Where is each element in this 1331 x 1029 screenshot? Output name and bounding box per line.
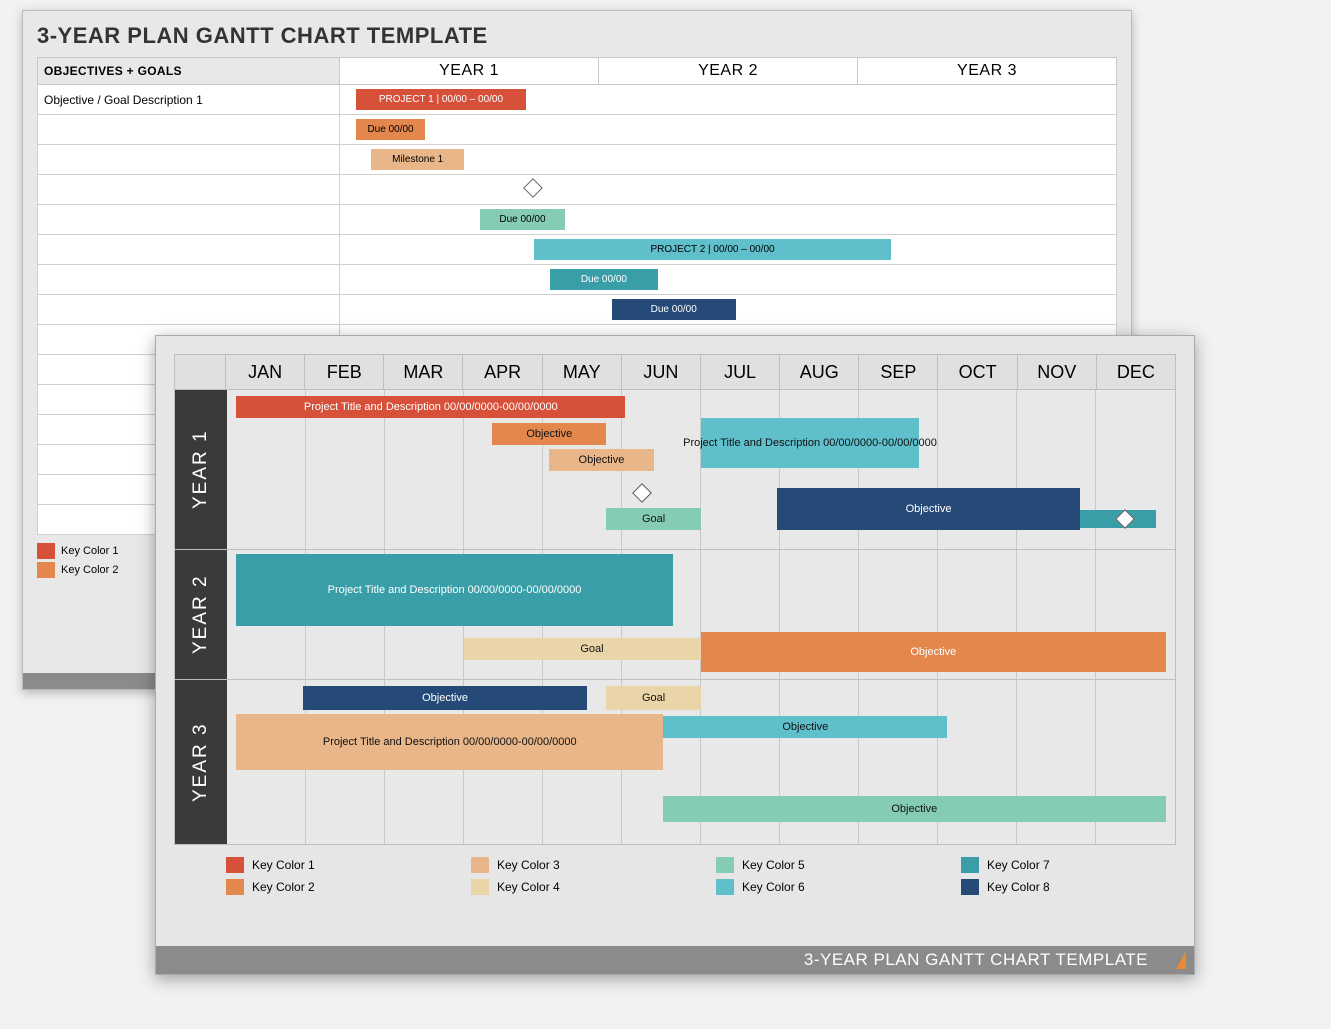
bar-cell: Due 00/00 [340, 205, 1117, 235]
year1-body: Project Title and Description 00/00/0000… [227, 390, 1175, 549]
gantt-bar: Objective [549, 449, 653, 471]
year-label: YEAR 2 [175, 550, 227, 679]
month-header: DEC [1097, 354, 1176, 390]
month-header: JUL [701, 354, 780, 390]
col-year2: YEAR 2 [599, 58, 858, 85]
legend-swatch [716, 857, 734, 873]
bar-cell: Due 00/00 [340, 265, 1117, 295]
year1-block: YEAR 1 Project Title and Description 00/… [174, 390, 1176, 550]
milestone-diamond-icon [632, 483, 652, 503]
year-label: YEAR 3 [175, 680, 227, 844]
legend-item: Key Color 6 [716, 879, 931, 895]
month-header: SEP [859, 354, 938, 390]
year2-block: YEAR 2 Project Title and Description 00/… [174, 550, 1176, 680]
legend-label: Key Color 3 [497, 858, 560, 872]
gantt-bar: Objective [701, 632, 1166, 672]
legend-item: Key Color 3 [471, 857, 686, 873]
bar-cell: PROJECT 1 | 00/00 – 00/00 [340, 85, 1117, 115]
gantt-bar: Project Title and Description 00/00/0000… [236, 714, 663, 770]
gantt-bar: Goal [606, 508, 701, 530]
legend-swatch [961, 879, 979, 895]
bar-cell: Due 00/00 [340, 295, 1117, 325]
month-header: AUG [780, 354, 859, 390]
gantt-bar: Due 00/00 [480, 209, 565, 230]
legend-label: Key Color 5 [742, 858, 805, 872]
back-title: 3-YEAR PLAN GANTT CHART TEMPLATE [37, 23, 1117, 49]
legend-label: Key Color 1 [252, 858, 315, 872]
gantt-bar: Objective [303, 686, 587, 710]
col-year1: YEAR 1 [340, 58, 599, 85]
gantt-bar: Due 00/00 [550, 269, 659, 290]
gantt-bar: Project Title and Description 00/00/0000… [701, 418, 919, 468]
year-label: YEAR 1 [175, 390, 227, 549]
month-header: FEB [305, 354, 384, 390]
gantt-bar: Objective [663, 716, 947, 738]
gantt-bar: Objective [492, 423, 606, 445]
bar-cell [340, 175, 1117, 205]
legend-swatch [37, 562, 55, 578]
legend-swatch [37, 543, 55, 559]
gantt-front-card: JAN FEB MAR APR MAY JUN JUL AUG SEP OCT … [155, 335, 1195, 975]
bar-cell: PROJECT 2 | 00/00 – 00/00 [340, 235, 1117, 265]
month-header: NOV [1018, 354, 1097, 390]
legend-swatch [226, 879, 244, 895]
gantt-bar: Milestone 1 [371, 149, 464, 170]
legend-swatch [226, 857, 244, 873]
legend-item: Key Color 1 [226, 857, 441, 873]
bar-cell: Milestone 1 [340, 145, 1117, 175]
col-year3: YEAR 3 [858, 58, 1117, 85]
gantt-bar: PROJECT 2 | 00/00 – 00/00 [534, 239, 891, 260]
legend-label: Key Color 2 [252, 880, 315, 894]
legend-item: Key Color 7 [961, 857, 1176, 873]
legend-item: Key Color 4 [471, 879, 686, 895]
month-header: JAN [226, 354, 305, 390]
front-legend: Key Color 1 Key Color 3 Key Color 5 Key Col… [174, 857, 1176, 895]
legend-swatch [716, 879, 734, 895]
month-header: OCT [938, 354, 1017, 390]
month-header: APR [463, 354, 542, 390]
year2-body: Project Title and Description 00/00/0000… [227, 550, 1175, 679]
obj-cell: Objective / Goal Description 1 [38, 85, 340, 115]
milestone-diamond-icon [523, 178, 543, 198]
legend-item: Key Color 8 [961, 879, 1176, 895]
gantt-bar: Project Title and Description 00/00/0000… [236, 554, 672, 626]
gantt-bar: Goal [464, 638, 720, 660]
front-footer-title: 3-YEAR PLAN GANTT CHART TEMPLATE [156, 946, 1194, 974]
gantt-bar: Objective [663, 796, 1165, 822]
legend-label: Key Color 8 [987, 880, 1050, 894]
month-header-row: JAN FEB MAR APR MAY JUN JUL AUG SEP OCT … [174, 354, 1176, 390]
month-header: MAY [543, 354, 622, 390]
legend-label: Key Color 2 [61, 564, 118, 576]
legend-swatch [471, 857, 489, 873]
gantt-bar: Due 00/00 [612, 299, 736, 320]
gantt-bar: Project Title and Description 00/00/0000… [236, 396, 625, 418]
gantt-bar: PROJECT 1 | 00/00 – 00/00 [356, 89, 527, 110]
legend-label: Key Color 4 [497, 880, 560, 894]
legend-label: Key Color 6 [742, 880, 805, 894]
legend-item: Key Color 5 [716, 857, 931, 873]
gantt-bar: Due 00/00 [356, 119, 426, 140]
year3-body: Objective Goal Project Title and Descripti… [227, 680, 1175, 844]
legend-item: Key Color 2 [226, 879, 441, 895]
month-header: MAR [384, 354, 463, 390]
legend-label: Key Color 7 [987, 858, 1050, 872]
gantt-bar: Objective [777, 488, 1080, 530]
gantt-bar: Goal [606, 686, 701, 710]
col-objectives: OBJECTIVES + GOALS [38, 58, 340, 85]
legend-label: Key Color 1 [61, 545, 118, 557]
bar-cell: Due 00/00 [340, 115, 1117, 145]
month-header: JUN [622, 354, 701, 390]
legend-swatch [961, 857, 979, 873]
legend-swatch [471, 879, 489, 895]
year3-block: YEAR 3 Objective Goal Project Title and De… [174, 680, 1176, 845]
